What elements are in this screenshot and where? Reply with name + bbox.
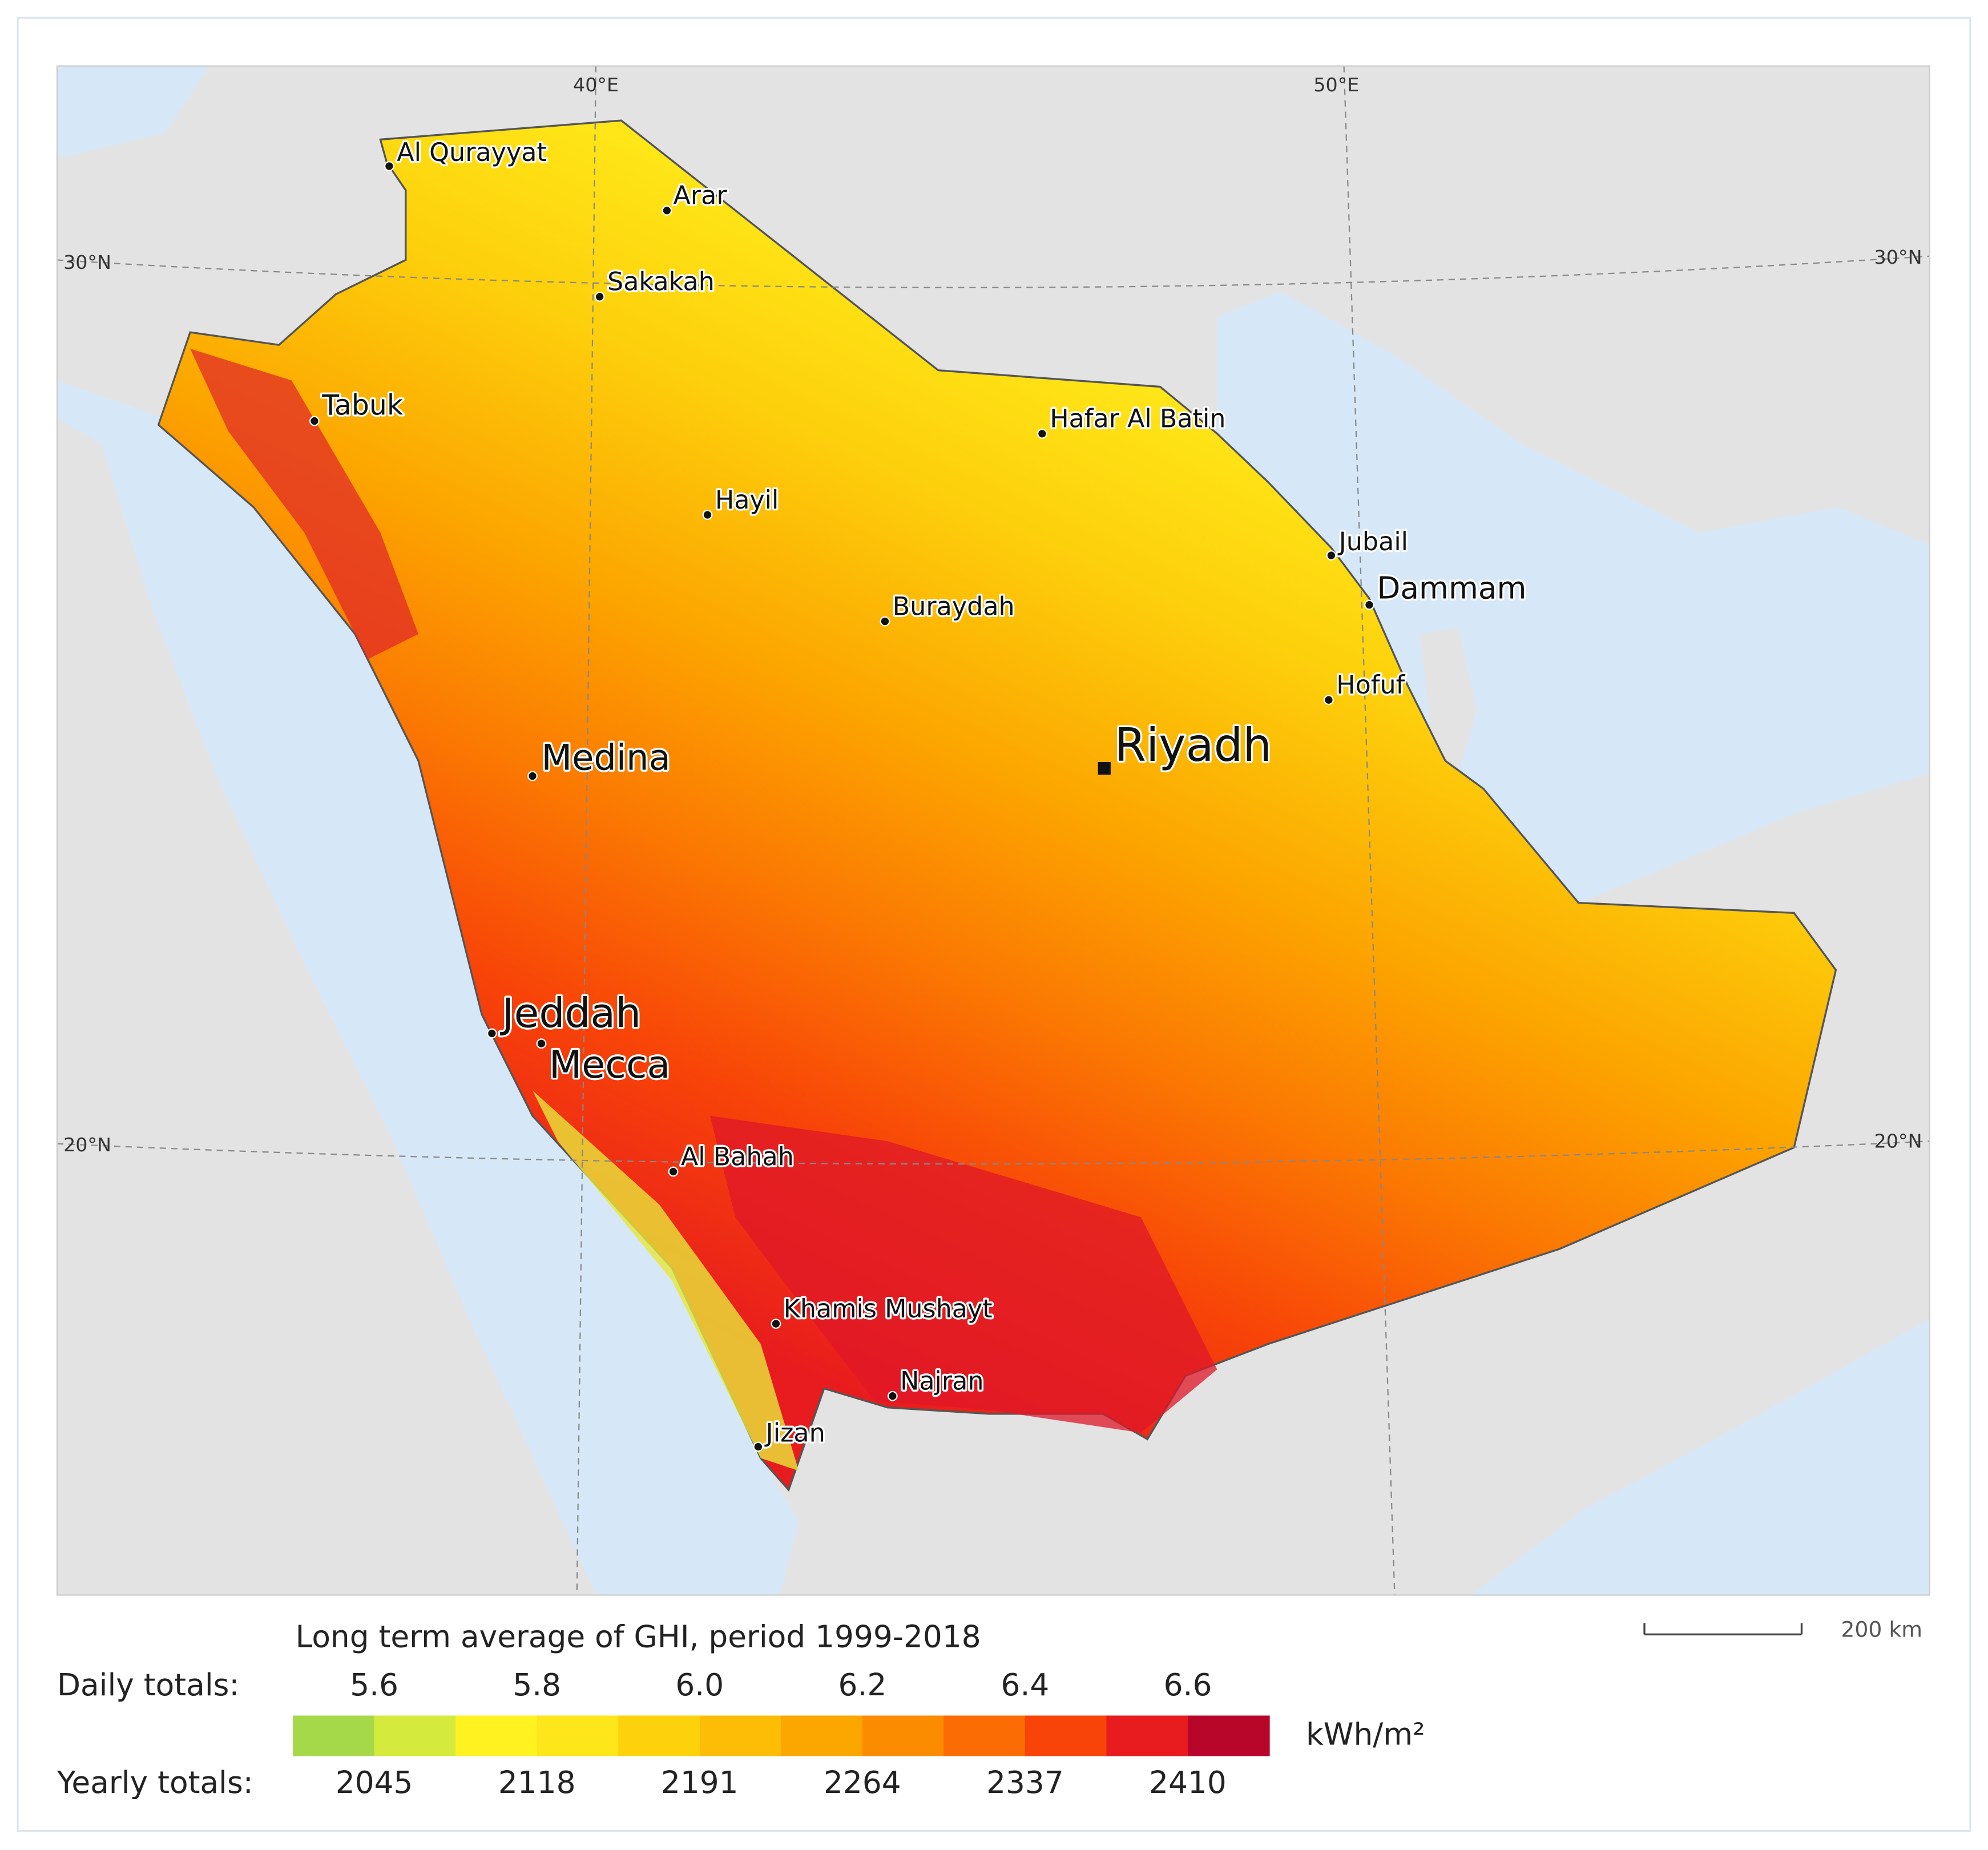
- city-label: Hafar Al Batin: [1050, 405, 1225, 434]
- unit: kWh/m²: [1306, 1717, 1425, 1752]
- city-label: Jeddah: [500, 989, 642, 1037]
- yearly-value: 2264: [824, 1765, 901, 1800]
- capital-marker: [1098, 762, 1111, 775]
- grid-label: 40°E: [573, 74, 619, 96]
- legend-swatch: [943, 1715, 1026, 1756]
- yearly-value: 2191: [661, 1765, 739, 1800]
- highland-south: [709, 1115, 1217, 1433]
- scale-label: 200 km: [1841, 1617, 1922, 1642]
- yearly-value: 2118: [498, 1765, 576, 1800]
- city-label: Hofuf: [1336, 671, 1405, 700]
- city-dot: [662, 205, 672, 216]
- daily-value: 5.8: [513, 1667, 561, 1703]
- grid-label: 30°N: [63, 251, 111, 273]
- daily-value: 6.0: [675, 1667, 724, 1703]
- yearly-label: Yearly totals:: [57, 1765, 253, 1800]
- city-dot: [1364, 599, 1374, 610]
- outer-border: [17, 17, 1971, 1832]
- legend-swatch: [293, 1715, 375, 1756]
- grid-label: 20°N: [1874, 1130, 1922, 1152]
- city-dot: [1324, 695, 1334, 706]
- coastal-plain: [532, 1090, 799, 1471]
- red-sea: [57, 380, 799, 1595]
- city-dot: [668, 1166, 679, 1177]
- daily-value: 5.6: [350, 1667, 398, 1703]
- graticule: [57, 66, 1930, 1595]
- yearly-value: 2337: [986, 1765, 1064, 1800]
- city-label: Medina: [541, 736, 670, 778]
- grid-label: 30°N: [1874, 246, 1922, 268]
- city-label: Tabuk: [321, 389, 404, 421]
- legend-swatch: [862, 1715, 945, 1756]
- legend-swatch: [781, 1715, 863, 1756]
- city-label: Sakakah: [607, 268, 715, 297]
- daily-label: Daily totals:: [57, 1667, 239, 1703]
- city-label: Hayil: [715, 486, 779, 515]
- yearly-value: 2045: [336, 1765, 413, 1800]
- city-label: Al Bahah: [681, 1142, 794, 1171]
- legend-swatch: [1106, 1715, 1189, 1756]
- highland-west: [190, 348, 419, 660]
- grid-label: 50°E: [1313, 74, 1359, 96]
- city-dot: [880, 616, 890, 627]
- city-dot: [1037, 428, 1047, 439]
- sea: [57, 66, 209, 159]
- city-dot: [594, 291, 605, 302]
- city-dot: [536, 1038, 547, 1049]
- city-label: Arar: [674, 182, 728, 211]
- legend-swatch: [1025, 1715, 1107, 1756]
- city-dot: [309, 416, 320, 426]
- persian-gulf: [1217, 291, 1930, 903]
- legend-swatch: [699, 1715, 782, 1756]
- city-dot: [771, 1319, 781, 1329]
- city-label: Al Qurayyat: [397, 138, 547, 167]
- legend-swatch: [374, 1715, 457, 1756]
- legend-swatch: [537, 1715, 619, 1756]
- city-label: Riyadh: [1115, 719, 1272, 772]
- legend-title: Long term average of GHI, period 1999-20…: [296, 1619, 981, 1655]
- city-label: Khamis Mushayt: [784, 1295, 993, 1324]
- city-dot: [527, 771, 538, 781]
- city-label: Jizan: [764, 1419, 825, 1448]
- map-area: [57, 66, 1930, 1595]
- city-dot: [887, 1390, 898, 1401]
- arabian-sea: [1470, 1319, 1930, 1595]
- yearly-value: 2410: [1149, 1765, 1227, 1800]
- legend-swatch: [455, 1715, 538, 1756]
- city-label: Najran: [900, 1367, 983, 1396]
- city-label: Jubail: [1337, 527, 1408, 557]
- city-label: Buraydah: [893, 592, 1015, 621]
- daily-value: 6.4: [1001, 1667, 1050, 1703]
- city-dot: [753, 1441, 764, 1452]
- city-dot: [486, 1028, 497, 1039]
- daily-value: 6.6: [1164, 1667, 1212, 1703]
- city-label: Mecca: [549, 1042, 671, 1087]
- city-dot: [384, 161, 394, 171]
- grid-label: 20°N: [63, 1134, 111, 1156]
- legend-swatch: [618, 1715, 700, 1756]
- daily-value: 6.2: [838, 1667, 886, 1703]
- city-dot: [702, 510, 713, 520]
- city-label: Dammam: [1377, 571, 1526, 606]
- legend-swatch: [1187, 1715, 1270, 1756]
- map-frame: [56, 65, 1930, 1596]
- city-dot: [1326, 550, 1337, 561]
